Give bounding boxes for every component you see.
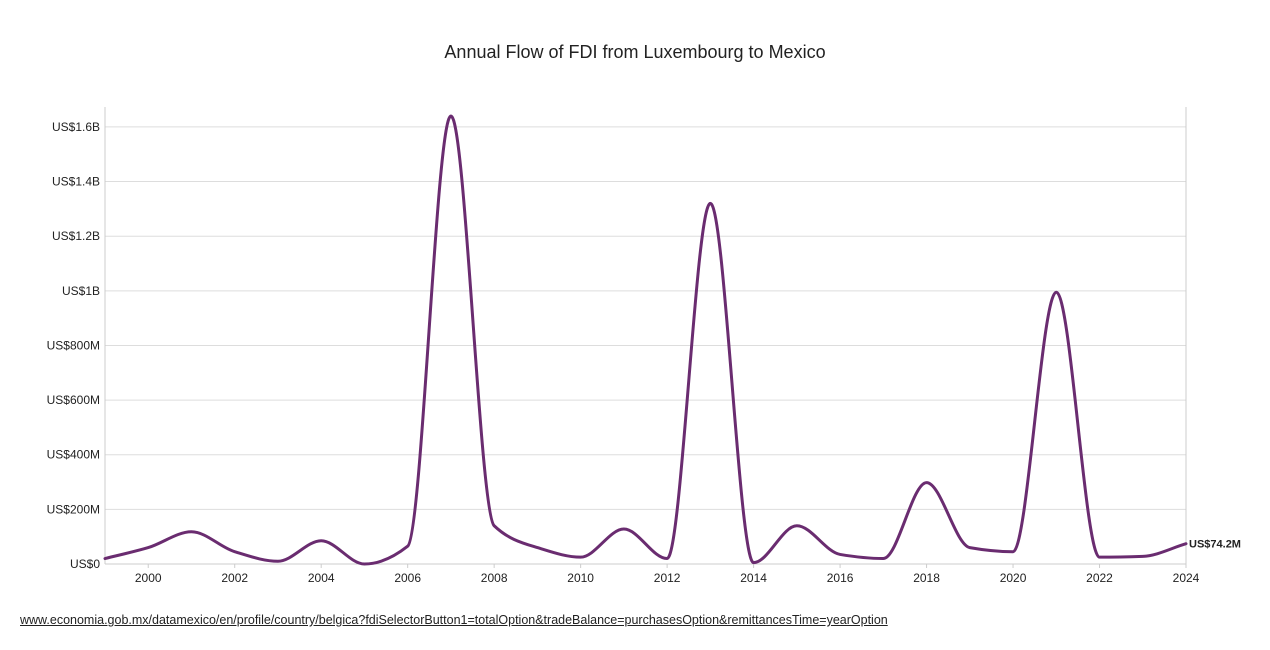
data-point <box>795 524 799 528</box>
data-point <box>838 552 842 556</box>
y-tick-label: US$1.6B <box>52 120 100 134</box>
data-point <box>492 524 496 528</box>
y-tick-label: US$1.2B <box>52 229 100 243</box>
data-point <box>319 539 323 543</box>
axis-layer <box>104 107 1187 565</box>
x-tick-label: 2022 <box>1086 571 1113 585</box>
data-point <box>968 546 972 550</box>
data-point <box>881 557 885 561</box>
data-point <box>362 562 366 566</box>
x-tick-label: 2004 <box>308 571 335 585</box>
x-axis-ticks: 2000 2002 2004 2006 2008 2010 2012 2014 2016 2018… <box>135 564 1200 585</box>
series-line <box>103 114 1188 566</box>
series-layer <box>103 114 1188 566</box>
x-tick-label: 2012 <box>654 571 681 585</box>
source-link[interactable]: www.economia.gob.mx/datamexico/en/profil… <box>20 613 888 627</box>
data-point <box>1098 555 1102 559</box>
y-tick-label: US$1B <box>62 284 100 298</box>
data-point <box>146 546 150 550</box>
y-tick-label: US$1.4B <box>52 175 100 189</box>
y-tick-label: US$800M <box>47 338 100 352</box>
data-point <box>276 559 280 563</box>
data-point <box>622 527 626 531</box>
data-point <box>752 561 756 565</box>
x-tick-label: 2016 <box>827 571 854 585</box>
y-tick-label: US$400M <box>47 448 100 462</box>
data-point <box>449 114 453 118</box>
chart-title: Annual Flow of FDI from Luxembourg to Me… <box>444 42 825 62</box>
data-point <box>535 546 539 550</box>
y-tick-label: US$600M <box>47 393 100 407</box>
grid-layer <box>105 126 1186 565</box>
data-point <box>103 557 107 561</box>
data-point <box>1141 554 1145 558</box>
x-tick-label: 2024 <box>1173 571 1200 585</box>
data-point <box>406 544 410 548</box>
x-tick-label: 2014 <box>740 571 767 585</box>
y-tick-label: US$0 <box>70 557 100 571</box>
data-point <box>665 557 669 561</box>
data-point <box>1011 550 1015 554</box>
data-point <box>1054 290 1058 294</box>
x-tick-label: 2000 <box>135 571 162 585</box>
data-point <box>189 530 193 534</box>
end-value-label: US$74.2M <box>1189 539 1241 551</box>
x-tick-label: 2006 <box>394 571 421 585</box>
x-tick-label: 2020 <box>1000 571 1027 585</box>
data-point <box>708 201 712 205</box>
data-point <box>233 550 237 554</box>
x-tick-label: 2010 <box>567 571 594 585</box>
data-point <box>925 481 929 485</box>
data-point <box>1184 542 1188 546</box>
data-point <box>579 555 583 559</box>
x-tick-label: 2002 <box>221 571 248 585</box>
y-axis-ticks: US$0 US$200M US$400M US$600M US$800M US$1B US$… <box>47 120 101 571</box>
x-tick-label: 2008 <box>481 571 508 585</box>
y-tick-label: US$200M <box>47 502 100 516</box>
x-tick-label: 2018 <box>913 571 940 585</box>
